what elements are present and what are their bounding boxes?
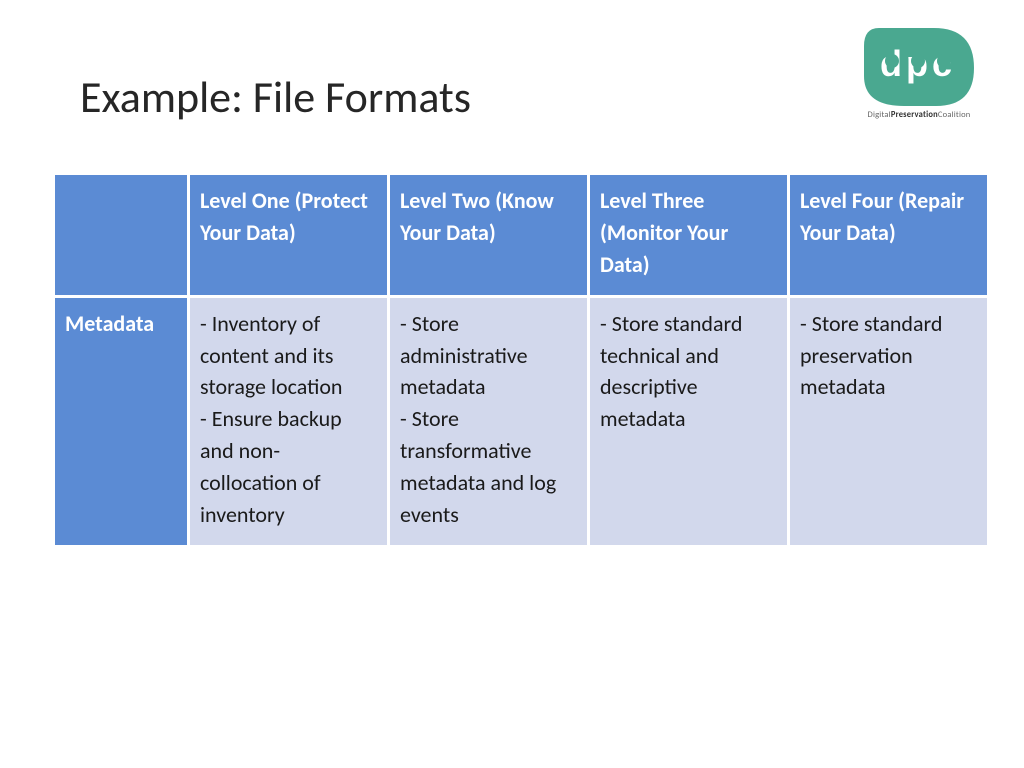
- header-level-3: Level Three (Monitor Your Data): [590, 175, 787, 295]
- header-level-2: Level Two (Know Your Data): [390, 175, 587, 295]
- dpc-logo-mark: d p c: [864, 28, 974, 106]
- header-level-4: Level Four (Repair Your Data): [790, 175, 987, 295]
- table-header-row: Level One (Protect Your Data) Level Two …: [55, 175, 987, 295]
- cell-metadata-level2: - Store administrative metadata- Store t…: [390, 298, 587, 545]
- levels-table: Level One (Protect Your Data) Level Two …: [52, 172, 990, 548]
- cell-metadata-level3: - Store standard technical and descripti…: [590, 298, 787, 545]
- header-level-1: Level One (Protect Your Data): [190, 175, 387, 295]
- cell-metadata-level4: - Store standard preservation metadata: [790, 298, 987, 545]
- header-blank: [55, 175, 187, 295]
- dpc-logo: d p c DigitalPreservationCoalition: [854, 28, 984, 120]
- row-label-metadata: Metadata: [55, 298, 187, 545]
- table-row: Metadata - Inventory of content and its …: [55, 298, 987, 545]
- slide-title: Example: File Formats: [80, 70, 471, 124]
- cell-metadata-level1: - Inventory of content and its storage l…: [190, 298, 387, 545]
- dpc-logo-text: DigitalPreservationCoalition: [854, 110, 984, 120]
